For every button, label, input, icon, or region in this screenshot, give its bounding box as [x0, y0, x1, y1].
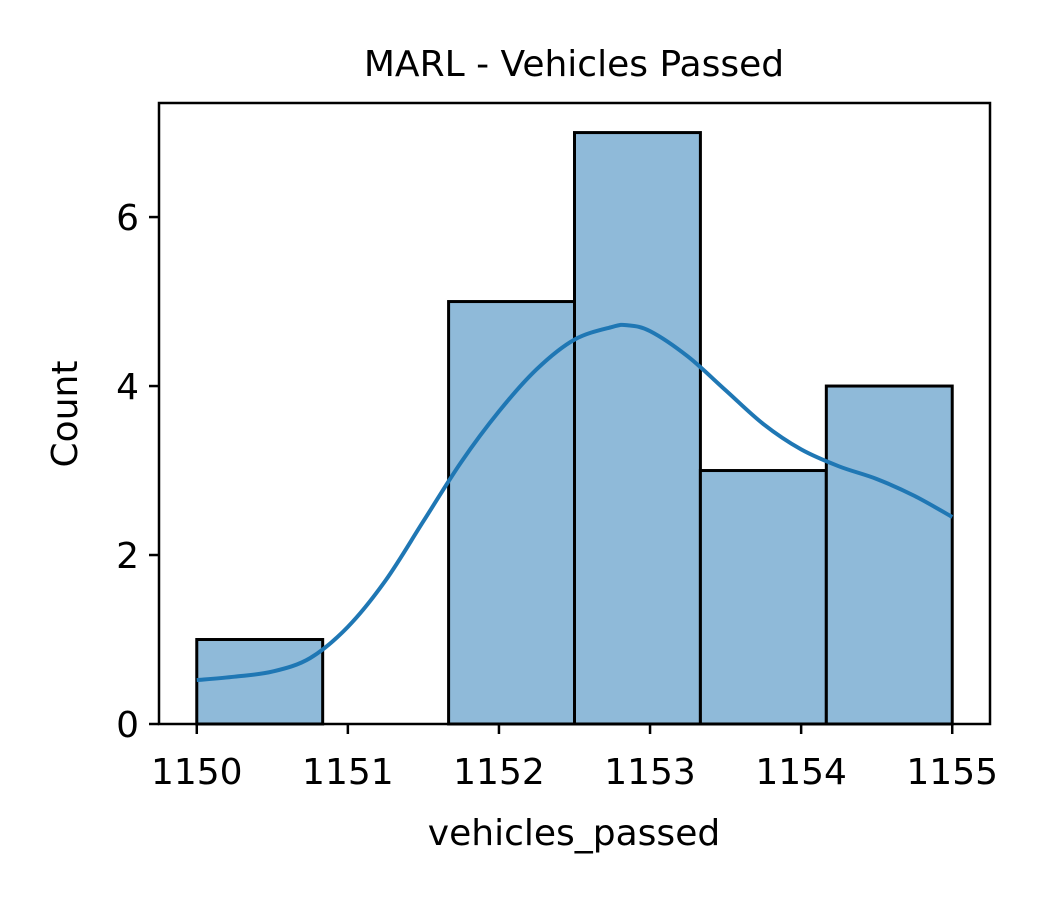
x-tick-label: 1151	[302, 752, 394, 793]
histogram-bar	[698, 469, 828, 726]
x-axis-label: vehicles_passed	[428, 813, 720, 854]
x-tick-label: 1152	[453, 752, 545, 793]
x-tick-label: 1150	[151, 752, 243, 793]
bars	[195, 131, 954, 726]
y-tick-label: 0	[116, 705, 139, 746]
histogram-bar	[573, 131, 702, 726]
histogram-bar	[447, 300, 576, 726]
y-axis-ticks: 0 2 4 6	[116, 198, 159, 746]
chart-title: MARL - Vehicles Passed	[364, 44, 784, 85]
x-axis-ticks: 1150 1151 1152 1153 1154 1155	[151, 724, 998, 793]
y-tick-label: 6	[116, 198, 139, 239]
kde-line	[196, 322, 954, 683]
plot-frame	[157, 101, 992, 726]
y-tick-label: 2	[116, 536, 139, 577]
y-tick-label: 4	[116, 367, 139, 408]
x-tick-label: 1155	[906, 752, 998, 793]
y-axis-label: Count	[45, 361, 86, 468]
x-tick-label: 1154	[755, 752, 847, 793]
histogram-bar	[824, 384, 954, 726]
x-tick-label: 1153	[604, 752, 696, 793]
histogram-bar	[195, 638, 325, 726]
